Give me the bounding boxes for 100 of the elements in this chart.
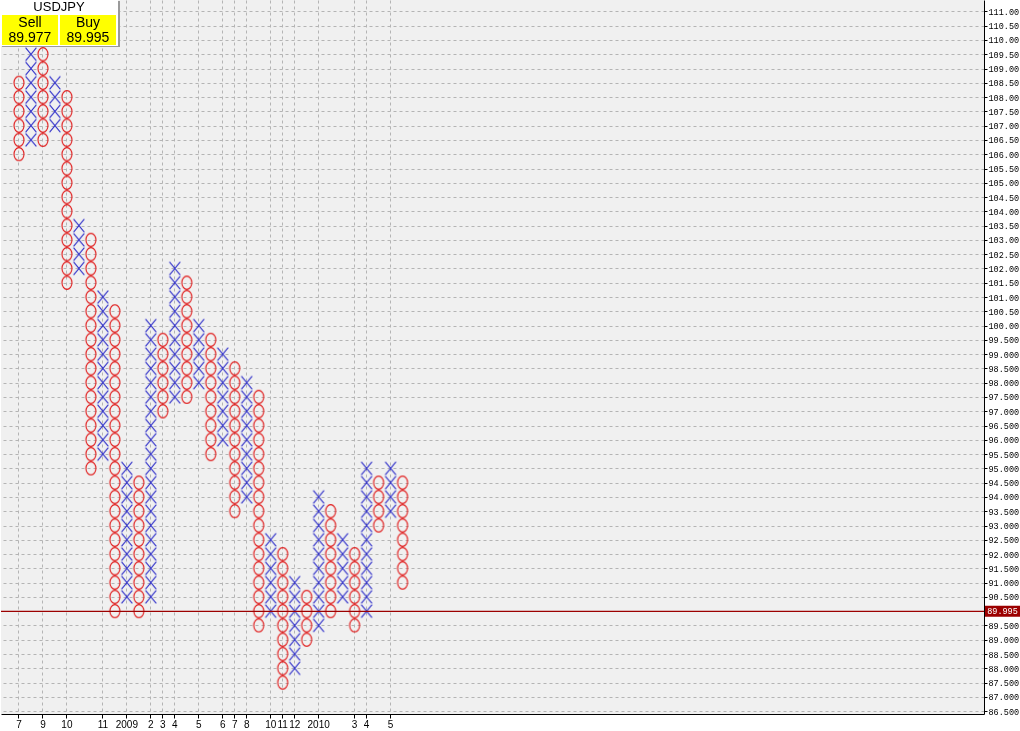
y-tick-label: 97.500 <box>988 393 1020 404</box>
y-tick-label: 109.00 <box>988 65 1020 76</box>
bar <box>108 304 121 619</box>
bar <box>36 47 49 148</box>
y-tick-label: 91.500 <box>988 564 1020 575</box>
bar <box>144 318 157 605</box>
x-tick-label: 2009 <box>115 718 139 730</box>
bar <box>216 347 229 447</box>
x-tick-label: 10 <box>265 718 277 730</box>
y-tick-label: 94.000 <box>988 493 1020 504</box>
bar <box>132 475 145 619</box>
y-tick-label: 92.500 <box>988 536 1020 547</box>
x-tick-label: 2010 <box>307 718 331 730</box>
bar <box>168 261 181 405</box>
y-tick-label: 105.50 <box>988 165 1020 175</box>
bar <box>240 375 253 505</box>
y-tick-label: 87.000 <box>988 693 1020 704</box>
x-tick-label: 9 <box>40 718 47 730</box>
x-tick-label: 3 <box>160 718 167 730</box>
y-tick-label: 101.50 <box>988 279 1020 290</box>
y-tick-label: 92.000 <box>988 550 1020 561</box>
bar <box>288 575 301 676</box>
y-tick-label: 89.000 <box>988 636 1020 647</box>
y-tick-label: 88.500 <box>988 650 1020 661</box>
y-tick-label: 107.50 <box>988 107 1020 118</box>
bar <box>192 318 205 390</box>
y-tick-label: 101.00 <box>988 293 1020 304</box>
x-tick-label: 4 <box>363 718 370 730</box>
y-tick-label: 103.00 <box>988 236 1020 247</box>
y-tick-label: 106.50 <box>988 136 1020 147</box>
y-tick-label: 99.000 <box>988 350 1020 361</box>
x-tick-label: 3 <box>351 718 358 730</box>
y-tick-label: 98.500 <box>988 364 1020 375</box>
bar <box>48 75 61 133</box>
x-tick-label: 7 <box>16 718 23 730</box>
x-tick-label: 4 <box>172 718 179 730</box>
bar <box>276 546 289 690</box>
bar <box>264 532 277 619</box>
y-tick-label: 108.50 <box>988 79 1020 90</box>
x-tick-label: 8 <box>243 718 250 730</box>
y-tick-label: 111.00 <box>988 7 1020 18</box>
y-tick-label: 95.000 <box>988 464 1020 475</box>
x-tick-label: 10 <box>61 718 73 730</box>
annotation: 89.977 <box>7 29 53 45</box>
y-tick-label: 93.000 <box>988 522 1020 532</box>
bar <box>372 475 385 533</box>
bar <box>120 461 133 605</box>
bar <box>300 589 313 647</box>
bar <box>156 332 169 419</box>
bar <box>228 361 241 519</box>
y-tick-label: 95.500 <box>988 450 1020 461</box>
y-tick-label: 107.00 <box>988 122 1020 133</box>
y-tick-label: 109.50 <box>988 50 1020 61</box>
bar <box>336 532 349 605</box>
y-tick-label: 110.00 <box>988 36 1020 47</box>
y-tick-label: 103.50 <box>988 222 1020 233</box>
annotation: 89.995 <box>65 29 111 45</box>
bar <box>396 475 409 590</box>
y-tick-label: 96.500 <box>988 422 1020 433</box>
bar <box>72 218 85 276</box>
x-tick-label: 6 <box>219 718 226 730</box>
ref-line-label: 89.995 <box>987 607 1018 618</box>
bar <box>12 75 25 162</box>
bar <box>180 275 193 405</box>
annotation: Buy <box>74 14 102 30</box>
y-tick-label: 87.500 <box>988 679 1020 690</box>
x-tick-label: 2 <box>148 718 155 730</box>
y-tick-label: 102.50 <box>988 250 1020 261</box>
bar <box>384 461 397 519</box>
x-tick-label: 7 <box>231 718 238 730</box>
y-tick-label: 89.500 <box>988 621 1020 632</box>
x-tick-label: 5 <box>196 718 203 730</box>
y-tick-label: 110.50 <box>988 22 1020 33</box>
bar <box>252 389 265 633</box>
annotation: Sell <box>17 14 43 30</box>
y-tick-label: 94.500 <box>988 479 1020 490</box>
bar <box>96 289 109 462</box>
y-tick-label: 91.000 <box>988 579 1020 590</box>
y-tick-label: 96.000 <box>988 436 1020 447</box>
bar <box>360 461 373 619</box>
y-tick-label: 100.00 <box>988 322 1020 333</box>
bar <box>312 489 325 633</box>
y-tick-label: 100.50 <box>988 307 1020 318</box>
y-tick-label: 88.000 <box>988 664 1020 675</box>
y-tick-label: 102.00 <box>988 264 1020 275</box>
y-tick-label: 99.500 <box>988 336 1020 347</box>
y-tick-label: 90.500 <box>988 593 1020 604</box>
bar <box>348 546 361 633</box>
bar <box>324 504 337 619</box>
x-tick-label: 12 <box>289 718 301 730</box>
y-tick-label: 97.000 <box>988 407 1020 418</box>
bar <box>204 332 217 462</box>
bar <box>60 89 73 290</box>
bar <box>84 232 97 476</box>
y-tick-label: 86.500 <box>988 707 1020 718</box>
chart-title: USDJPY <box>32 0 86 14</box>
y-tick-label: 98.000 <box>988 379 1020 390</box>
y-tick-label: 105.00 <box>988 179 1020 190</box>
y-tick-label: 93.500 <box>988 507 1020 518</box>
x-tick-label: 11 <box>97 718 109 730</box>
